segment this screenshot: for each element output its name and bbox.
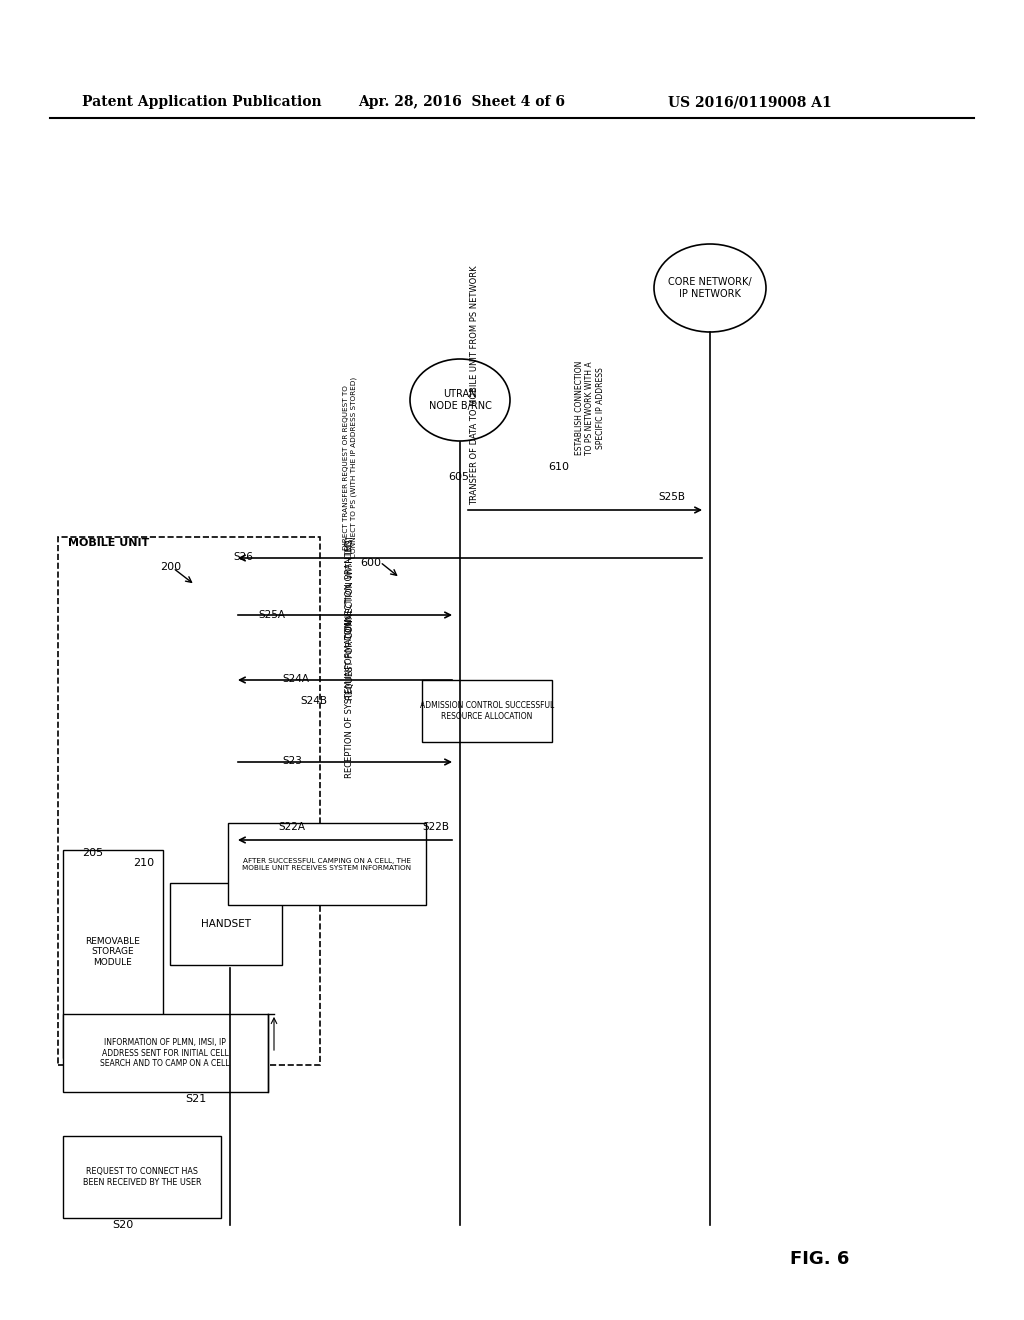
Text: DIRECT TRANSFER REQUEST OR REQUEST TO
CONNECT TO PS (WITH THE IP ADDRESS STORED): DIRECT TRANSFER REQUEST OR REQUEST TO CO…: [343, 378, 356, 558]
Text: 200: 200: [160, 562, 181, 572]
Text: REQUEST TO CONNECT HAS
BEEN RECEIVED BY THE USER: REQUEST TO CONNECT HAS BEEN RECEIVED BY …: [83, 1167, 202, 1187]
FancyBboxPatch shape: [63, 850, 163, 1059]
FancyBboxPatch shape: [422, 680, 552, 742]
Text: S21: S21: [185, 1094, 206, 1104]
Text: 610: 610: [548, 462, 569, 473]
Text: HANDSET: HANDSET: [201, 919, 251, 929]
Text: CORE NETWORK/
IP NETWORK: CORE NETWORK/ IP NETWORK: [669, 277, 752, 298]
Text: 205: 205: [82, 847, 103, 858]
Text: S24A: S24A: [282, 675, 309, 684]
FancyBboxPatch shape: [228, 822, 426, 906]
Text: 600: 600: [360, 558, 381, 568]
Text: FIG. 6: FIG. 6: [790, 1250, 849, 1269]
Text: MOBILE UNIT: MOBILE UNIT: [68, 539, 150, 548]
Text: 605: 605: [449, 473, 469, 482]
Text: S25A: S25A: [258, 610, 285, 620]
FancyBboxPatch shape: [63, 1014, 268, 1092]
Ellipse shape: [654, 244, 766, 333]
Text: AFTER SUCCESSFUL CAMPING ON A CELL, THE
MOBILE UNIT RECEIVES SYSTEM INFORMATION: AFTER SUCCESSFUL CAMPING ON A CELL, THE …: [243, 858, 412, 870]
Text: REQUEST FOR CONNECTION WITH IMSI: REQUEST FOR CONNECTION WITH IMSI: [345, 536, 354, 700]
Text: S22B: S22B: [422, 822, 449, 832]
Text: CONNECTION GRANTED: CONNECTION GRANTED: [345, 540, 354, 640]
Text: S20: S20: [112, 1220, 133, 1230]
Ellipse shape: [410, 359, 510, 441]
Text: 210: 210: [133, 858, 155, 869]
Text: Patent Application Publication: Patent Application Publication: [82, 95, 322, 110]
Text: S26: S26: [233, 552, 253, 562]
FancyBboxPatch shape: [170, 883, 282, 965]
Text: INFORMATION OF PLMN, IMSI, IP
ADDRESS SENT FOR INITIAL CELL
SEARCH AND TO CAMP O: INFORMATION OF PLMN, IMSI, IP ADDRESS SE…: [100, 1038, 229, 1068]
Text: S24B: S24B: [300, 696, 327, 706]
Text: ADMISSION CONTROL SUCCESSFUL
RESOURCE ALLOCATION: ADMISSION CONTROL SUCCESSFUL RESOURCE AL…: [420, 701, 554, 721]
Text: S22A: S22A: [278, 822, 305, 832]
Text: ESTABLISH CONNECTION
TO PS NETWORK WITH A
SPECIFIC IP ADDRESS: ESTABLISH CONNECTION TO PS NETWORK WITH …: [575, 360, 605, 455]
Text: REMOVABLE
STORAGE
MODULE: REMOVABLE STORAGE MODULE: [86, 937, 140, 966]
Text: TRANSFER OF DATA TO MOBILE UNIT FROM PS NETWORK: TRANSFER OF DATA TO MOBILE UNIT FROM PS …: [470, 265, 479, 506]
Text: Apr. 28, 2016  Sheet 4 of 6: Apr. 28, 2016 Sheet 4 of 6: [358, 95, 565, 110]
Text: S25B: S25B: [658, 492, 685, 502]
Text: UTRAN
NODE B/RNC: UTRAN NODE B/RNC: [429, 389, 492, 411]
Text: RECEPTION OF SYSTEM INFORMATION: RECEPTION OF SYSTEM INFORMATION: [345, 619, 354, 777]
Text: US 2016/0119008 A1: US 2016/0119008 A1: [668, 95, 831, 110]
Text: S23: S23: [282, 756, 302, 766]
FancyBboxPatch shape: [63, 1137, 221, 1218]
